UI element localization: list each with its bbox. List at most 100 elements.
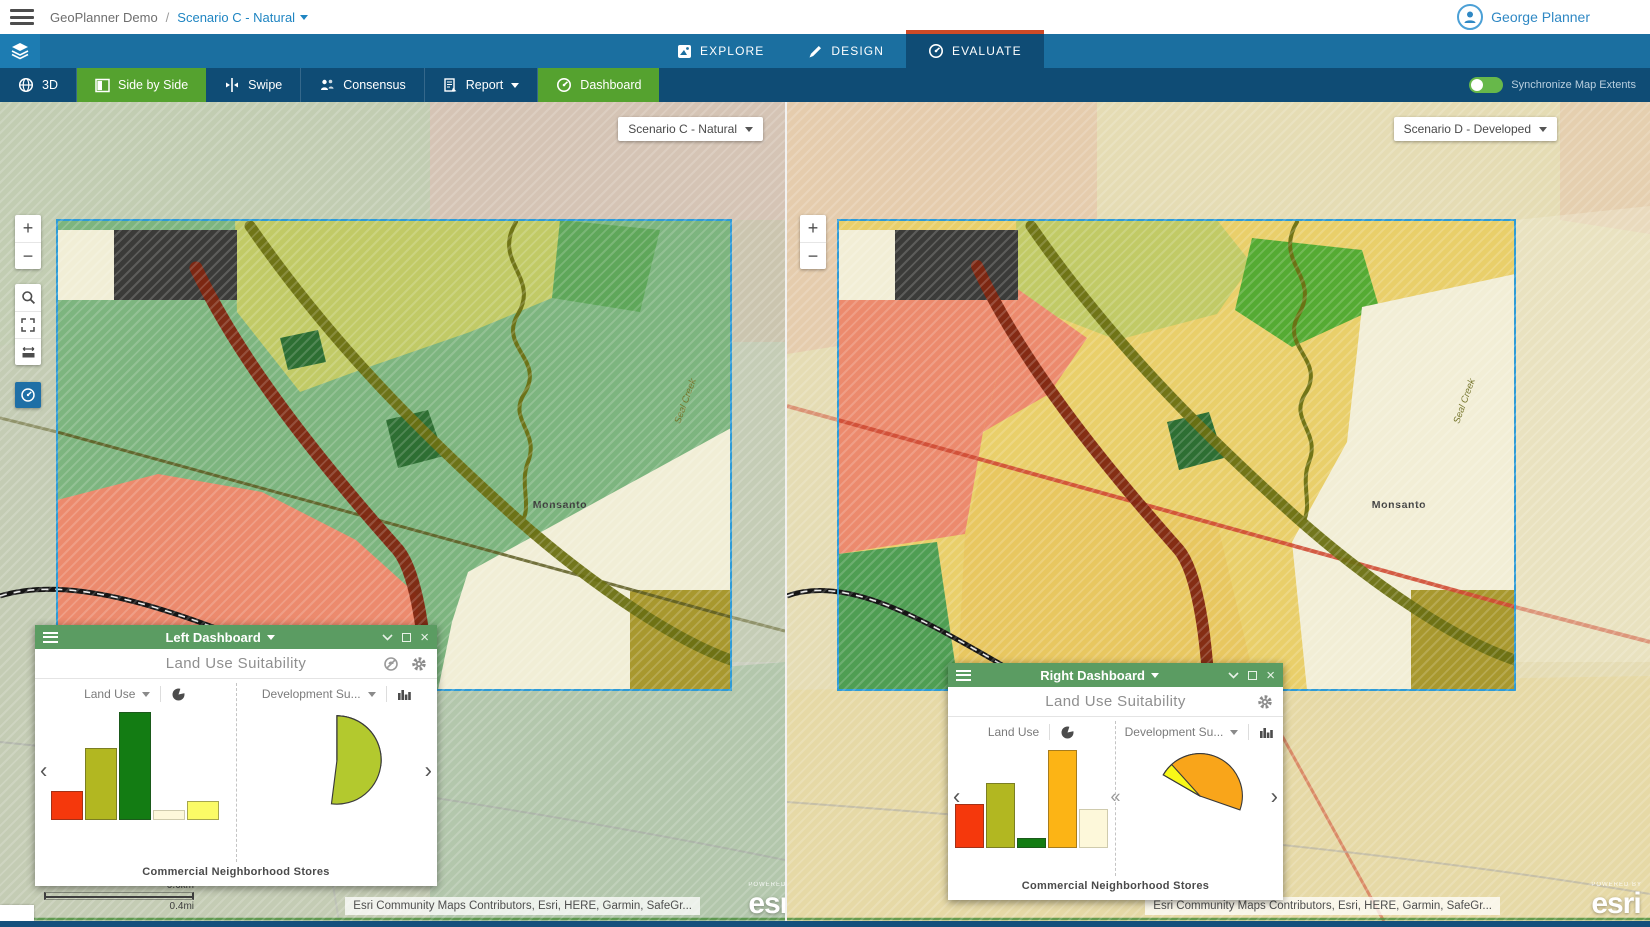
- caret-down-icon: [368, 692, 376, 697]
- chart-selector[interactable]: Development Su...: [1125, 724, 1275, 740]
- divider: [160, 686, 161, 702]
- button-3d[interactable]: 3D: [0, 68, 77, 102]
- zoom-controls-left: + −: [15, 215, 41, 269]
- scenario-selector-left-value: Scenario C - Natural: [628, 122, 737, 136]
- scale-mi-label: 0.4mi: [44, 901, 194, 912]
- chart-selector-value: Land Use: [988, 725, 1039, 739]
- development-suitability-chart[interactable]: Development Su...: [1116, 717, 1283, 880]
- chart-selector-value: Development Su...: [1125, 725, 1224, 739]
- button-consensus[interactable]: Consensus: [301, 68, 425, 102]
- tab-evaluate[interactable]: EVALUATE: [906, 30, 1044, 68]
- map-right[interactable]: MonsantoSeal Creek + − Scenario D - Deve…: [787, 102, 1650, 927]
- breadcrumb: GeoPlanner Demo / Scenario C - Natural: [50, 10, 308, 25]
- caret-down-icon: [511, 83, 519, 88]
- chevron-left-icon[interactable]: ‹: [953, 783, 960, 809]
- gauge-icon: [928, 43, 944, 59]
- scenario-breadcrumb-link[interactable]: Scenario C - Natural: [177, 10, 308, 25]
- chevron-right-icon[interactable]: ›: [425, 757, 432, 783]
- close-panel-icon[interactable]: ×: [420, 630, 429, 645]
- bar: [187, 801, 219, 820]
- chart-selector[interactable]: Land Use: [988, 724, 1075, 740]
- user-avatar-icon: [1457, 4, 1483, 30]
- land-use-chart[interactable]: Land Use: [35, 679, 236, 866]
- bar-chart-icon[interactable]: [397, 688, 412, 701]
- right-dashboard-title-dropdown[interactable]: Right Dashboard: [971, 668, 1228, 683]
- dashboard-icon: [556, 77, 572, 93]
- sync-extents-toggle[interactable]: [1469, 77, 1503, 93]
- caret-down-icon: [142, 692, 150, 697]
- button-side-by-side[interactable]: Side by Side: [77, 68, 206, 102]
- chart-selector[interactable]: Development Su...: [262, 686, 412, 702]
- extent-arrows-icon: [21, 318, 35, 332]
- gear-icon[interactable]: [411, 656, 427, 672]
- right-dashboard-title: Right Dashboard: [1040, 668, 1145, 683]
- side-by-side-icon: [95, 78, 110, 93]
- layers-button[interactable]: [0, 34, 40, 68]
- close-panel-icon[interactable]: ×: [1266, 668, 1275, 683]
- chevron-left-icon[interactable]: ‹: [40, 757, 47, 783]
- toggle-knob-icon: [1471, 79, 1483, 91]
- collapse-chart-icon[interactable]: «: [1110, 786, 1120, 807]
- collapse-panel-icon[interactable]: [382, 634, 393, 641]
- chevron-right-icon[interactable]: ›: [1271, 783, 1278, 809]
- top-header: GeoPlanner Demo / Scenario C - Natural G…: [0, 0, 1650, 34]
- panel-menu-icon[interactable]: [43, 632, 58, 643]
- measure-button[interactable]: [15, 338, 41, 365]
- dashboard-tool-button[interactable]: [15, 382, 41, 408]
- development-suitability-chart[interactable]: Development Su...: [237, 679, 438, 866]
- powered-by-label: POWERED BY: [748, 882, 785, 888]
- map-label-place: Monsanto: [533, 499, 587, 511]
- chart-caption: Commercial Neighborhood Stores: [35, 866, 437, 886]
- panel-menu-icon[interactable]: [956, 670, 971, 681]
- right-dashboard-panel: Right Dashboard × Land Use Suitability: [948, 663, 1283, 900]
- map-left[interactable]: MonsantoSeal Creek + −: [0, 102, 785, 927]
- bar: [51, 791, 83, 820]
- widget-header: Land Use Suitability: [948, 687, 1283, 717]
- zoom-in-button[interactable]: +: [15, 215, 41, 242]
- divider: [1248, 724, 1249, 740]
- button-dashboard[interactable]: Dashboard: [538, 68, 659, 102]
- search-button[interactable]: [15, 284, 41, 311]
- tab-design[interactable]: DESIGN: [786, 34, 906, 68]
- scenario-selector-right-value: Scenario D - Developed: [1404, 122, 1531, 136]
- bar: [153, 810, 185, 820]
- collapse-panel-icon[interactable]: [1228, 672, 1239, 679]
- scenario-selector-left[interactable]: Scenario C - Natural: [618, 117, 763, 141]
- left-dashboard-title: Left Dashboard: [165, 630, 260, 645]
- chart-selector[interactable]: Land Use: [84, 686, 186, 702]
- chart-caption: Commercial Neighborhood Stores: [948, 880, 1283, 900]
- sync-extents-label: Synchronize Map Extents: [1511, 79, 1636, 91]
- scenario-selector-right[interactable]: Scenario D - Developed: [1394, 117, 1557, 141]
- left-dashboard-panel: Left Dashboard × Land Use Suitability: [35, 625, 437, 886]
- pie-chart-icon[interactable]: [171, 687, 186, 702]
- pie-chart-icon[interactable]: [1060, 725, 1075, 740]
- measure-icon: [21, 346, 36, 359]
- hamburger-menu-icon[interactable]: [10, 9, 34, 25]
- pencil-icon: [808, 44, 823, 59]
- caret-down-icon: [745, 127, 753, 132]
- button-consensus-label: Consensus: [343, 78, 406, 92]
- divider: [386, 686, 387, 702]
- zoom-out-button[interactable]: −: [15, 242, 41, 269]
- caret-down-icon: [1230, 730, 1238, 735]
- gear-icon[interactable]: [1257, 694, 1273, 710]
- land-use-chart[interactable]: Land Use: [948, 717, 1115, 880]
- full-extent-button[interactable]: [15, 311, 41, 338]
- tab-explore[interactable]: EXPLORE: [655, 34, 786, 68]
- mode-tabs: EXPLORE DESIGN EVALUATE: [655, 34, 1044, 68]
- user-menu[interactable]: George Planner: [1457, 4, 1590, 30]
- visibility-off-icon[interactable]: [383, 656, 399, 672]
- left-dashboard-header: Left Dashboard ×: [35, 625, 437, 649]
- zoom-in-button[interactable]: +: [800, 215, 826, 242]
- maximize-panel-icon[interactable]: [402, 633, 411, 642]
- maximize-panel-icon[interactable]: [1248, 671, 1257, 680]
- caret-down-icon: [300, 15, 308, 20]
- zoom-out-button[interactable]: −: [800, 242, 826, 269]
- divider: [1049, 724, 1050, 740]
- left-dashboard-title-dropdown[interactable]: Left Dashboard: [58, 630, 382, 645]
- bar-chart-icon[interactable]: [1259, 726, 1274, 739]
- button-report[interactable]: Report: [425, 68, 539, 102]
- widget-title: Land Use Suitability: [948, 693, 1283, 710]
- widget-body: ‹ Land Use «: [948, 717, 1283, 880]
- button-swipe[interactable]: Swipe: [206, 68, 301, 102]
